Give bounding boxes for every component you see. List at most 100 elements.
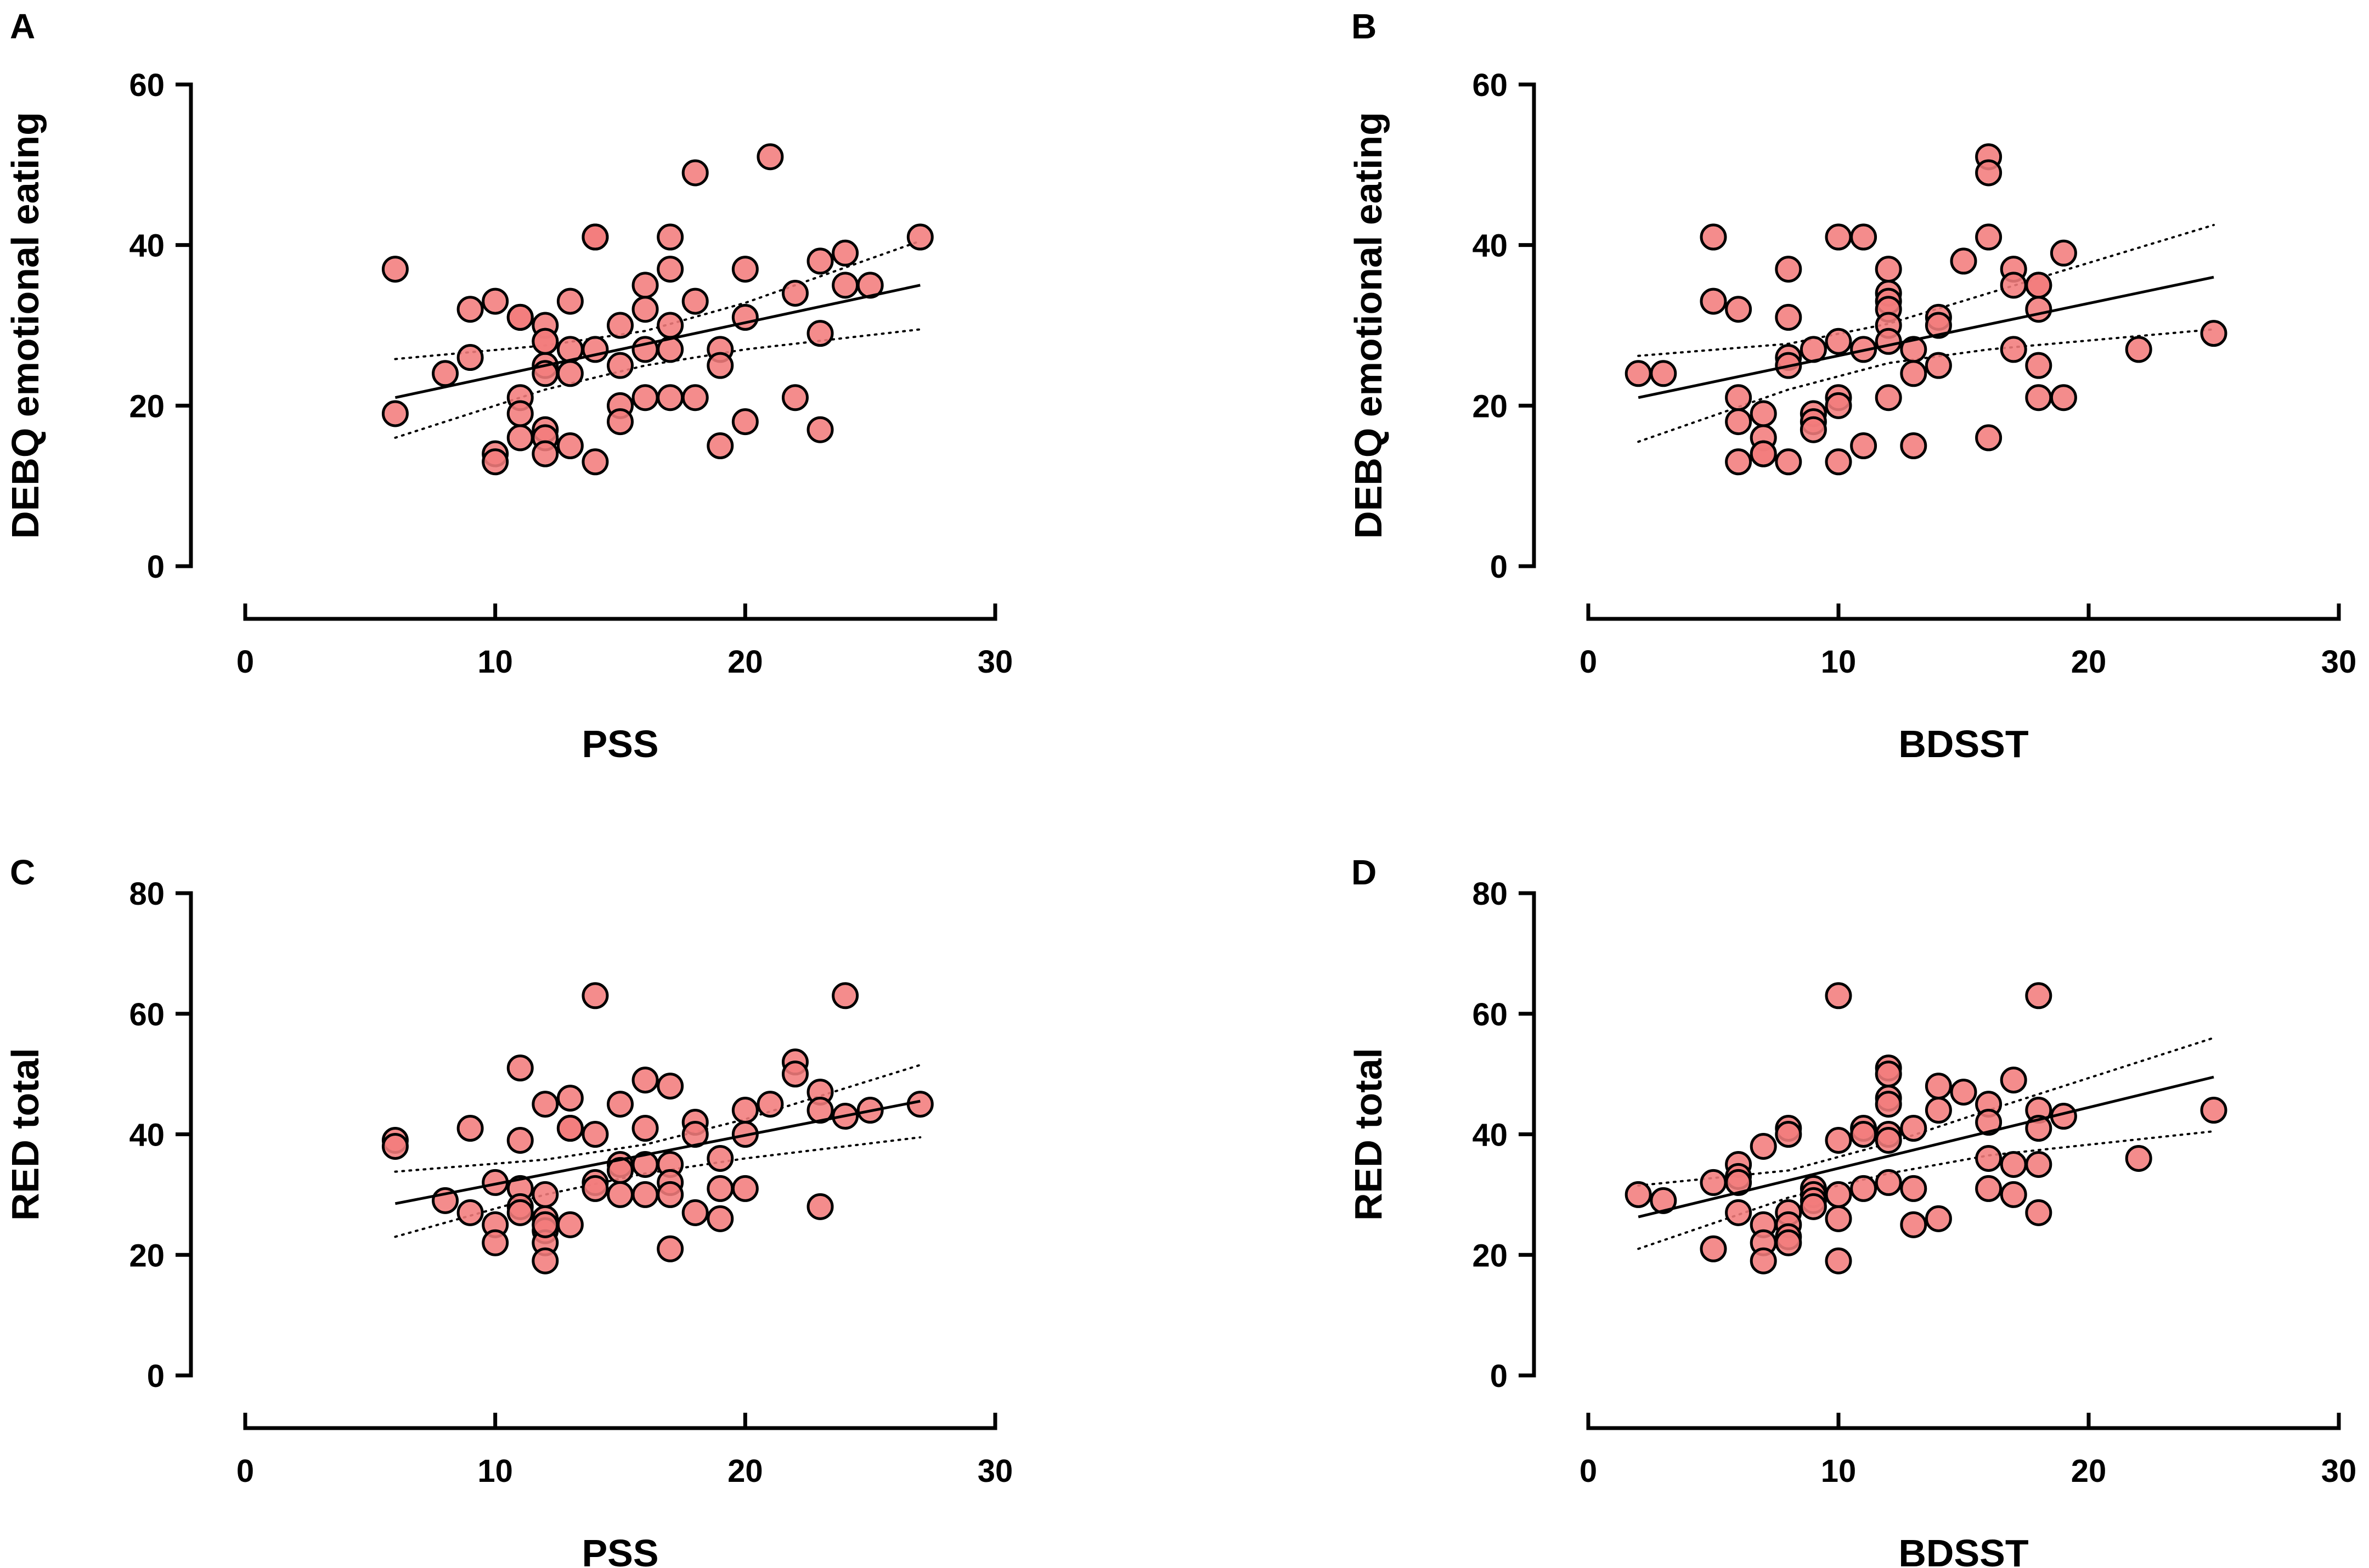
data-point [731,1175,759,1202]
data-point [607,408,634,436]
data-point [1825,982,1852,1009]
data-point [482,448,509,476]
x-tick-label: 30 [978,644,1013,680]
data-point [2000,1181,2027,1208]
x-tick-label: 0 [1580,644,1597,680]
data-point [381,256,409,283]
regression-line [1638,275,2214,399]
data-point [1725,448,1752,476]
data-point [1925,1205,1952,1232]
data-point [1700,1235,1727,1262]
data-point [556,1211,584,1238]
data-point [1975,1144,2003,1172]
x-axis-title: PSS [582,1532,658,1568]
x-tick-label: 30 [2321,1453,2357,1489]
y-axis-title: RED total [4,1048,47,1221]
data-point [2025,352,2052,379]
data-point [731,408,759,436]
data-point [657,256,684,283]
y-tick-label: 0 [147,549,165,585]
data-point [1775,448,1802,476]
data-point [1725,384,1752,411]
data-point [1975,1175,2003,1202]
y-tick-label: 60 [129,997,165,1033]
data-point [757,143,784,171]
data-point [707,1175,734,1202]
data-point [482,287,509,315]
data-point [532,440,559,467]
data-point [1925,352,1952,379]
data-point [681,287,709,315]
data-point [1725,408,1752,436]
y-tick-label: 80 [129,876,165,912]
data-point [806,1097,834,1124]
data-point [506,303,534,331]
data-point [1800,416,1827,443]
x-tick-label: 20 [727,1453,763,1489]
data-point [1700,223,1727,251]
data-point [1825,448,1852,476]
x-tick-label: 0 [236,644,254,680]
data-point [1900,360,1927,387]
panel-letter: A [10,7,35,46]
panel-letter: B [1351,7,1377,46]
y-tick-label: 40 [129,228,165,264]
data-point [2025,296,2052,323]
x-axis-title: PSS [582,723,658,765]
data-point [1725,1169,1752,1196]
y-tick-label: 0 [1490,1358,1508,1394]
data-point [1775,1229,1802,1256]
x-tick-label: 0 [236,1453,254,1489]
data-point [1750,1247,1777,1274]
data-point [2050,384,2077,411]
y-tick-label: 60 [1472,67,1508,103]
data-point [2000,336,2027,363]
data-point [1900,1115,1927,1142]
data-point [1900,1211,1927,1238]
ci-upper-line [1637,224,2215,357]
data-point [2200,320,2227,347]
x-axis-title: BDSST [1898,723,2028,765]
data-point [1800,1193,1827,1220]
panel-c: C 0 20 40 60 80 0 10 20 30 PSS RED total [4,853,1013,1568]
data-point [631,1181,659,1208]
data-point [707,1144,734,1172]
x-tick-label: 10 [477,1453,513,1489]
data-point [1875,1061,1902,1088]
data-point [506,400,534,427]
data-point [731,1097,759,1124]
y-tick-label: 60 [1472,997,1508,1033]
data-point [532,1247,559,1274]
data-point [707,352,734,379]
data-point [806,320,834,347]
data-point [556,1115,584,1142]
ci-lower-line [394,328,922,439]
y-tick-label: 80 [1472,876,1508,912]
data-point [1850,1175,1877,1202]
data-point [1625,1181,1652,1208]
data-point [2025,384,2052,411]
data-point [607,1181,634,1208]
x-tick-label: 20 [2071,1453,2107,1489]
data-point [806,247,834,275]
y-tick-label: 0 [1490,549,1508,585]
ci-upper-line [394,1064,922,1173]
data-point [1850,223,1877,251]
data-point [681,384,709,411]
y-tick-label: 40 [129,1118,165,1153]
x-tick-label: 20 [2071,644,2107,680]
data-point [657,1181,684,1208]
data-point [556,1085,584,1112]
data-point [1975,1109,2003,1136]
data-point [1825,1126,1852,1154]
data-point [1875,328,1902,355]
data-point [432,360,459,387]
data-point [556,287,584,315]
data-point [582,448,609,476]
data-point [556,360,584,387]
data-point [1875,384,1902,411]
y-axis-title: RED total [1347,1048,1390,1221]
y-tick-label: 60 [129,67,165,103]
data-point [631,1115,659,1142]
